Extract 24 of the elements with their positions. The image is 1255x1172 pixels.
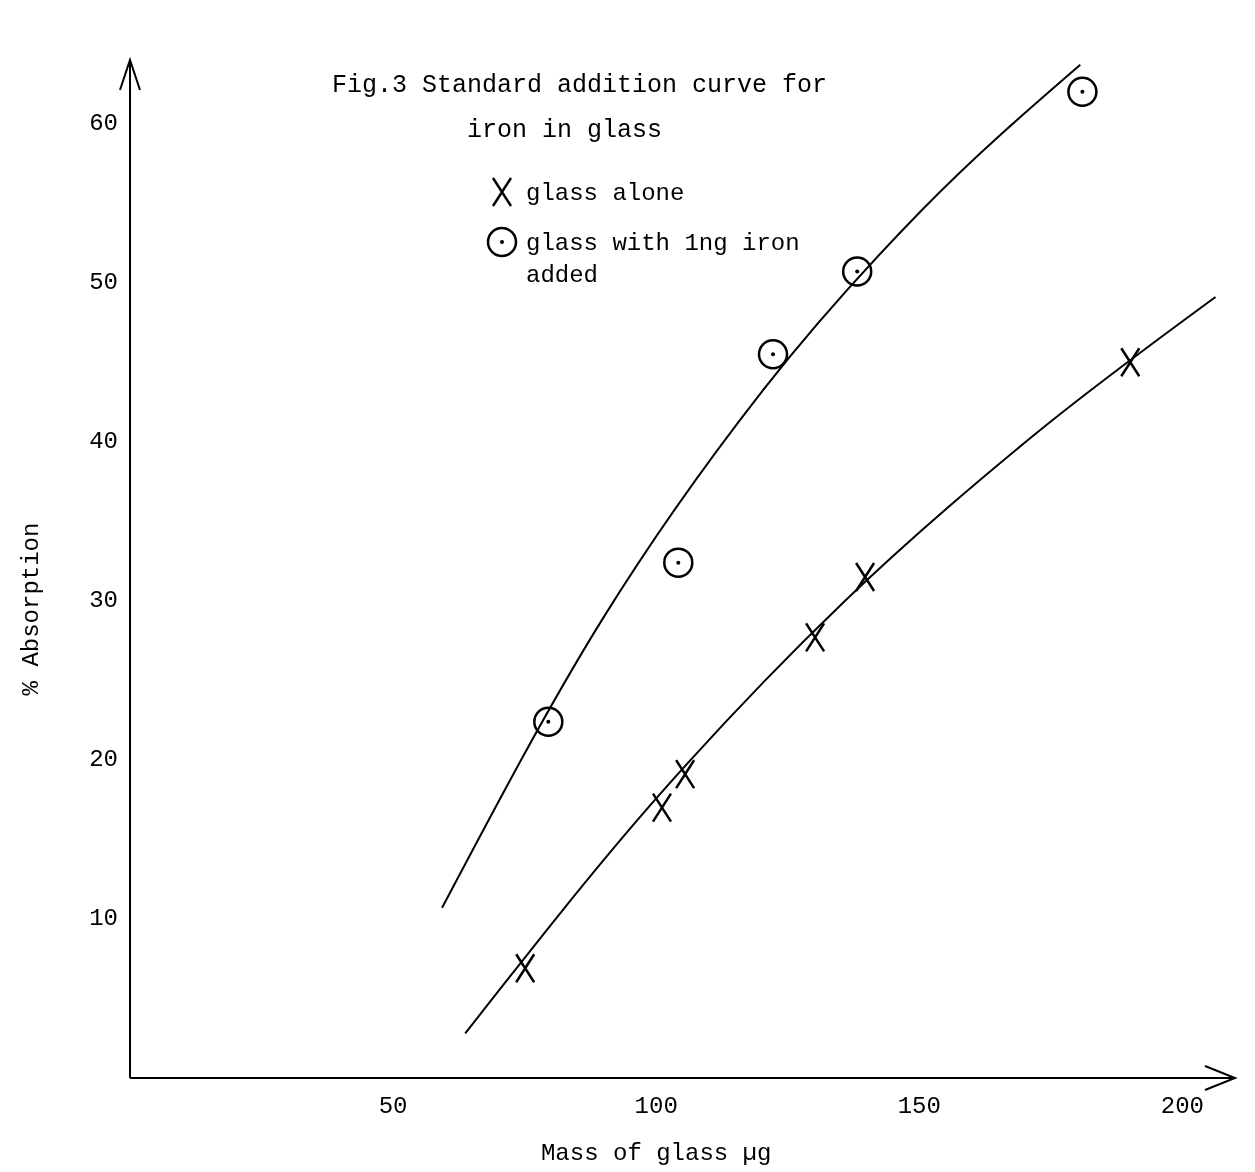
point (651, 792, 673, 823)
x-tick-label: 200 (1160, 1093, 1204, 1120)
point (514, 953, 536, 984)
y-tick-label: 40 (89, 428, 118, 456)
point (841, 256, 873, 287)
y-tick-label: 50 (89, 269, 118, 297)
y-axis-title: % Absorption (18, 522, 45, 696)
point (663, 547, 694, 578)
y-tick-label: 60 (89, 109, 118, 137)
x-axis-title: Mass of glass µg (540, 1140, 772, 1167)
legend-label: glass with 1ng iron added (526, 230, 800, 289)
x-tick-label: 100 (634, 1093, 678, 1120)
point (533, 706, 564, 737)
point (757, 339, 789, 370)
x-tick-label: 150 (897, 1093, 941, 1120)
point (804, 622, 826, 653)
text: Fig.3 Standard addition curve for iron in glass (332, 71, 828, 145)
y-tick-label: 10 (89, 905, 118, 933)
y-tick-label: 30 (89, 587, 118, 615)
line-series (464, 296, 1217, 1035)
point (1067, 76, 1098, 108)
legend-label: glass alone (526, 180, 685, 207)
x-tick-label: 50 (378, 1093, 408, 1120)
y-tick-label: 20 (89, 746, 118, 774)
